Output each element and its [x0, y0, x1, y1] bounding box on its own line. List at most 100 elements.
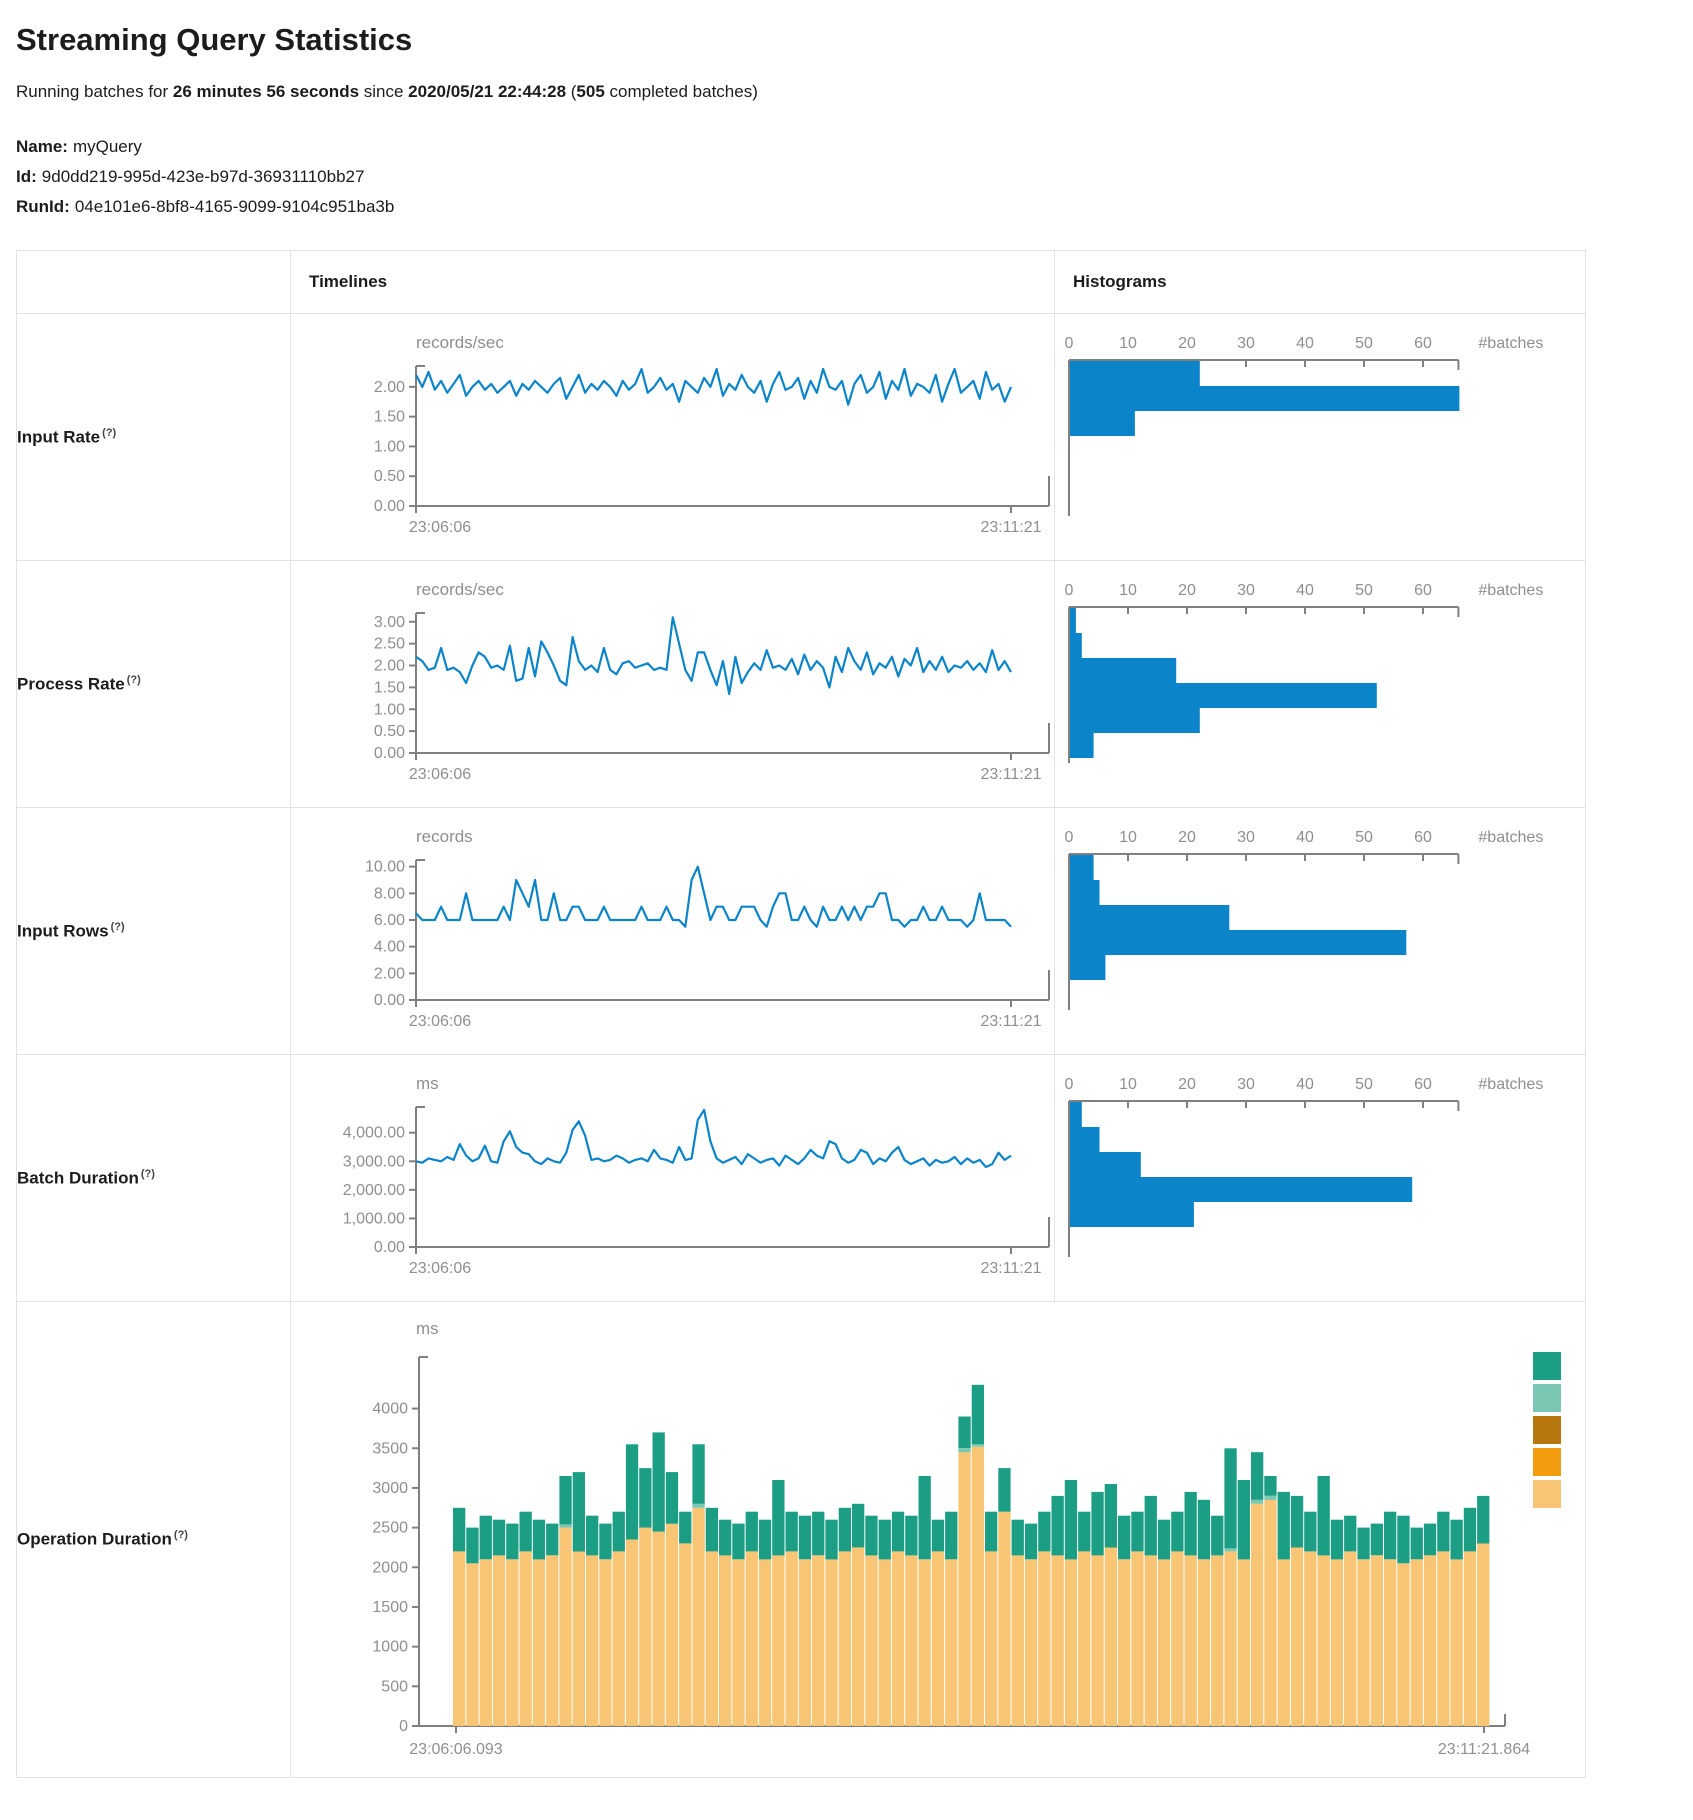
- query-id-label: Id:: [16, 167, 37, 186]
- run-duration: 26 minutes 56 seconds: [172, 82, 360, 101]
- svg-text:40: 40: [1296, 1076, 1314, 1093]
- operation-duration-legend: [1533, 1352, 1561, 1512]
- metric-label-text: Input Rate: [17, 427, 101, 447]
- table-row: Batch Duration (?) ms 4,000.00 3,000.00 2,00…: [16, 1054, 1586, 1302]
- metric-label-process-rate: Process Rate (?): [16, 560, 291, 808]
- svg-text:#batches: #batches: [1478, 829, 1543, 846]
- svg-text:4000: 4000: [372, 1401, 408, 1418]
- svg-text:0.00: 0.00: [374, 745, 405, 762]
- legend-swatch: [1533, 1448, 1561, 1476]
- svg-text:20: 20: [1178, 582, 1196, 599]
- svg-text:4,000.00: 4,000.00: [343, 1125, 405, 1142]
- query-runid-value: 04e101e6-8bf8-4165-9099-9104c951ba3b: [74, 197, 395, 216]
- help-icon[interactable]: (?): [126, 673, 141, 686]
- input-rows-histogram-chart: 0 10 20 30 40 50 60 #batches: [1065, 829, 1543, 1010]
- svg-text:23:06:06: 23:06:06: [409, 1260, 471, 1277]
- metric-label-text: Operation Duration: [17, 1529, 172, 1549]
- svg-text:10: 10: [1119, 829, 1137, 846]
- svg-text:#batches: #batches: [1478, 1076, 1543, 1093]
- svg-text:3.00: 3.00: [374, 614, 405, 631]
- metric-label-text: Input Rows: [17, 921, 109, 941]
- process-rate-timeline-cell: records/sec 3.00 2.50 2.00 1.50 1.00 0.50 0.00 2…: [290, 560, 1055, 808]
- svg-text:23:11:21: 23:11:21: [980, 1013, 1041, 1030]
- table-row: Process Rate (?) records/sec 3.00 2.50 2.00 1…: [16, 560, 1586, 808]
- svg-text:1.50: 1.50: [374, 679, 405, 696]
- svg-text:0: 0: [1065, 335, 1074, 352]
- run-start-time: 2020/05/21 22:44:28: [408, 82, 567, 101]
- batch-duration-histogram-chart: 0 10 20 30 40 50 60 #batches: [1065, 1076, 1543, 1257]
- svg-text:40: 40: [1296, 829, 1314, 846]
- svg-text:50: 50: [1355, 335, 1373, 352]
- table-row: Input Rate (?) records/sec 2.00 1.50 1.00 0.5…: [16, 313, 1586, 561]
- svg-text:23:06:06: 23:06:06: [409, 766, 471, 783]
- streaming-query-statistics-page: Streaming Query Statistics Running batch…: [16, 22, 1677, 1778]
- query-name-row: Name: myQuery: [16, 132, 1677, 162]
- svg-text:1.50: 1.50: [374, 409, 405, 426]
- completed-batches-count: 505: [576, 82, 605, 101]
- svg-text:1.00: 1.00: [374, 438, 405, 455]
- query-metadata: Name: myQuery Id: 9d0dd219-995d-423e-b97d-…: [16, 132, 1677, 222]
- run-summary-text: Running batches for: [16, 82, 173, 101]
- svg-text:30: 30: [1237, 335, 1255, 352]
- histograms-column-header: Histograms: [1054, 250, 1586, 314]
- svg-text:40: 40: [1296, 582, 1314, 599]
- table-row: Input Rows (?) records 10.00 8.00 6.00 4.00 2.…: [16, 807, 1586, 1055]
- legend-swatch: [1533, 1384, 1561, 1412]
- svg-text:0.50: 0.50: [374, 723, 405, 740]
- svg-text:500: 500: [381, 1678, 408, 1695]
- svg-text:20: 20: [1178, 335, 1196, 352]
- svg-text:0.00: 0.00: [374, 1239, 405, 1256]
- input-rate-histogram-cell: 0 10 20 30 40 50 60 #batches: [1054, 313, 1586, 561]
- statistics-table: Timelines Histograms Input Rate (?) recor…: [16, 250, 1586, 1778]
- svg-text:0.00: 0.00: [374, 992, 405, 1009]
- svg-text:23:06:06: 23:06:06: [409, 1013, 471, 1030]
- svg-text:1000: 1000: [372, 1639, 408, 1656]
- svg-text:1.00: 1.00: [374, 701, 405, 718]
- svg-text:records: records: [416, 827, 473, 846]
- svg-text:0.50: 0.50: [374, 468, 405, 485]
- svg-text:2.00: 2.00: [374, 965, 405, 982]
- svg-text:60: 60: [1414, 582, 1432, 599]
- metric-column-header: [16, 250, 291, 314]
- operation-duration-cell: ms 4000 3500 3000 2500 2000 1500 1000 500 0 23:06:…: [290, 1301, 1586, 1778]
- metric-label-text: Process Rate: [17, 674, 125, 694]
- help-icon[interactable]: (?): [173, 1529, 188, 1542]
- svg-text:ms: ms: [416, 1074, 439, 1093]
- svg-text:50: 50: [1355, 582, 1373, 599]
- help-icon[interactable]: (?): [140, 1167, 155, 1180]
- process-rate-timeline-chart: records/sec3.002.502.001.501.000.500.002…: [374, 580, 1050, 783]
- svg-text:3,000.00: 3,000.00: [343, 1153, 405, 1170]
- svg-text:0: 0: [399, 1718, 408, 1735]
- metric-label-input-rows: Input Rows (?): [16, 807, 291, 1055]
- help-icon[interactable]: (?): [110, 920, 125, 933]
- svg-text:23:06:06.093: 23:06:06.093: [409, 1741, 503, 1758]
- query-id-row: Id: 9d0dd219-995d-423e-b97d-36931110bb27: [16, 162, 1677, 192]
- svg-text:2000: 2000: [372, 1559, 408, 1576]
- svg-text:10.00: 10.00: [365, 859, 405, 876]
- svg-text:30: 30: [1237, 829, 1255, 846]
- svg-text:2500: 2500: [372, 1520, 408, 1537]
- svg-text:0: 0: [1065, 1076, 1074, 1093]
- svg-text:23:06:06: 23:06:06: [409, 519, 471, 536]
- svg-text:60: 60: [1414, 1076, 1432, 1093]
- batch-duration-timeline-cell: ms 4,000.00 3,000.00 2,000.00 1,000.00 0.00 23…: [290, 1054, 1055, 1302]
- input-rows-timeline-chart: records 10.00 8.00 6.00 4.00 2.00 0.0023:06:06…: [365, 827, 1050, 1030]
- svg-text:ms: ms: [416, 1319, 439, 1338]
- svg-text:23:11:21: 23:11:21: [980, 766, 1041, 783]
- process-rate-histogram-cell: 0 10 20 30 40 50 60 #batches: [1054, 560, 1586, 808]
- help-icon[interactable]: (?): [102, 426, 117, 439]
- svg-text:10: 10: [1119, 335, 1137, 352]
- timelines-column-header: Timelines: [290, 250, 1055, 314]
- svg-text:10: 10: [1119, 1076, 1137, 1093]
- svg-text:8.00: 8.00: [374, 885, 405, 902]
- svg-text:2.00: 2.00: [374, 379, 405, 396]
- input-rows-histogram-cell: 0 10 20 30 40 50 60 #batches: [1054, 807, 1586, 1055]
- batch-duration-histogram-cell: 0 10 20 30 40 50 60 #batches: [1054, 1054, 1586, 1302]
- svg-text:60: 60: [1414, 335, 1432, 352]
- svg-text:#batches: #batches: [1478, 335, 1543, 352]
- svg-text:10: 10: [1119, 582, 1137, 599]
- svg-text:23:11:21: 23:11:21: [980, 519, 1041, 536]
- svg-text:23:11:21: 23:11:21: [980, 1260, 1041, 1277]
- svg-text:0: 0: [1065, 582, 1074, 599]
